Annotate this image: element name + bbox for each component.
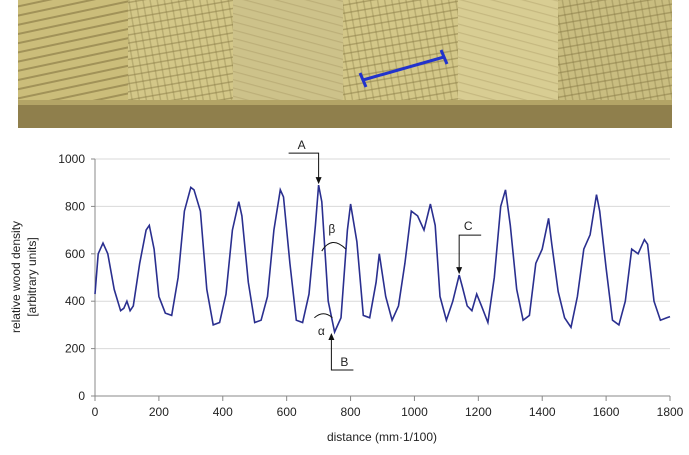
x-tick-label: 0 xyxy=(92,405,99,419)
y-axis-label: [arbitrary units] xyxy=(25,237,39,316)
y-tick-label: 200 xyxy=(65,342,85,356)
x-tick-label: 1800 xyxy=(657,405,684,419)
x-tick-label: 600 xyxy=(277,405,297,419)
y-tick-label: 800 xyxy=(65,199,85,213)
chart: relative wood density [arbitrary units] … xyxy=(9,138,684,444)
x-tick-label: 1200 xyxy=(465,405,492,419)
x-tick-label: 1600 xyxy=(593,405,620,419)
x-tick-label: 1400 xyxy=(529,405,556,419)
arrow-head xyxy=(328,333,335,341)
y-tick-label: 0 xyxy=(78,389,85,403)
x-tick-label: 400 xyxy=(213,405,233,419)
angle-arc xyxy=(314,313,333,319)
angle-arc xyxy=(321,242,347,252)
x-tick-label: 1000 xyxy=(401,405,428,419)
annotation: B xyxy=(340,355,348,369)
annotation: C xyxy=(464,219,473,233)
arrow-head xyxy=(315,177,322,185)
y-tick-label: 400 xyxy=(65,294,85,308)
x-tick-label: 800 xyxy=(341,405,361,419)
data-line xyxy=(94,184,671,335)
x-tick-label: 200 xyxy=(149,405,169,419)
y-tick-label: 600 xyxy=(65,247,85,261)
annotation-leader xyxy=(458,234,482,272)
annotation: α xyxy=(318,324,325,338)
annotation: A xyxy=(298,138,306,152)
annotation-leader xyxy=(330,336,354,371)
y-tick-label: 1000 xyxy=(58,152,85,166)
annotation-leader xyxy=(288,152,320,182)
x-axis-label: distance (mm·1/100) xyxy=(327,430,437,444)
y-axis-label: relative wood density xyxy=(9,221,23,333)
arrow-head xyxy=(456,267,463,275)
wood-photo xyxy=(18,0,672,128)
annotation: β xyxy=(328,222,335,236)
